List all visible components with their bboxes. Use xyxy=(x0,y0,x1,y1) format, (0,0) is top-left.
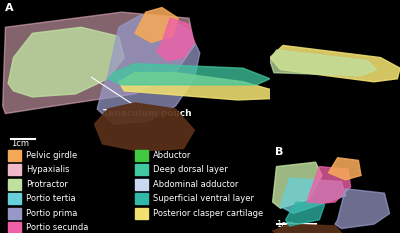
Text: Tenaculum pouch: Tenaculum pouch xyxy=(92,77,191,118)
Bar xyxy=(135,208,148,219)
Text: Posterior clasper cartilage: Posterior clasper cartilage xyxy=(153,209,263,218)
Polygon shape xyxy=(97,15,200,124)
Bar xyxy=(8,193,21,205)
Polygon shape xyxy=(280,178,345,213)
Polygon shape xyxy=(335,189,390,229)
Text: Abductor: Abductor xyxy=(153,151,191,160)
Polygon shape xyxy=(108,64,270,85)
Bar xyxy=(8,222,21,233)
Polygon shape xyxy=(157,18,194,61)
Text: Hypaxialis: Hypaxialis xyxy=(26,165,70,174)
Text: 1cm: 1cm xyxy=(11,139,29,148)
Text: Portio tertia: Portio tertia xyxy=(26,194,76,203)
Bar xyxy=(135,150,148,161)
Text: B: B xyxy=(275,147,284,157)
Bar xyxy=(8,164,21,175)
Bar xyxy=(135,179,148,190)
Text: 1cm: 1cm xyxy=(276,220,294,230)
Text: Deep dorsal layer: Deep dorsal layer xyxy=(153,165,228,174)
Text: Tendon: Tendon xyxy=(348,146,395,178)
Polygon shape xyxy=(119,73,275,100)
Text: Abdominal adductor: Abdominal adductor xyxy=(153,180,238,189)
Text: Protractor: Protractor xyxy=(26,180,68,189)
Text: Pelvic girdle: Pelvic girdle xyxy=(26,151,77,160)
Polygon shape xyxy=(3,12,194,114)
Polygon shape xyxy=(286,202,325,226)
Polygon shape xyxy=(135,8,178,42)
Bar xyxy=(8,179,21,190)
Text: Portio secunda: Portio secunda xyxy=(26,223,88,232)
Polygon shape xyxy=(270,50,377,76)
Polygon shape xyxy=(273,162,322,208)
Polygon shape xyxy=(270,45,400,82)
Bar xyxy=(8,150,21,161)
Text: Portio prima: Portio prima xyxy=(26,209,77,218)
Bar xyxy=(135,193,148,205)
Bar xyxy=(135,164,148,175)
Polygon shape xyxy=(273,224,342,233)
Text: Superficial ventral layer: Superficial ventral layer xyxy=(153,194,254,203)
Polygon shape xyxy=(94,103,194,151)
Polygon shape xyxy=(328,158,361,180)
Text: A: A xyxy=(6,3,14,13)
Polygon shape xyxy=(306,167,350,205)
Polygon shape xyxy=(8,27,124,97)
Bar xyxy=(8,208,21,219)
